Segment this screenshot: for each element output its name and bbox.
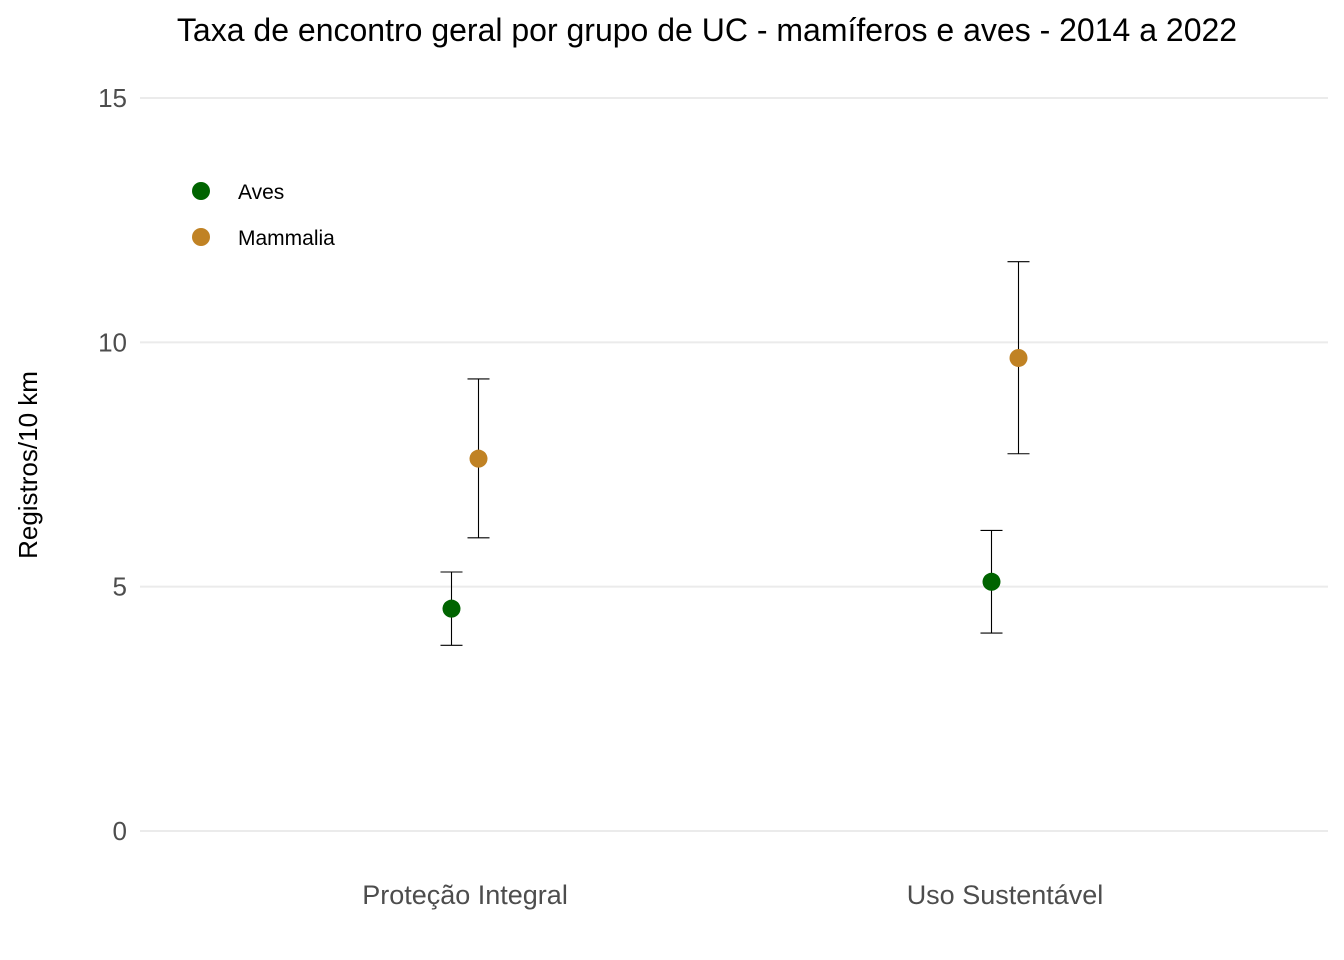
x-tick-labels: Proteção Integral Uso Sustentável (362, 880, 1103, 910)
chart-title: Taxa de encontro geral por grupo de UC -… (177, 12, 1237, 48)
legend-label: Aves (238, 181, 284, 204)
legend-label: Mammalia (238, 227, 335, 250)
y-tick-label: 10 (98, 327, 127, 357)
data-point (1009, 348, 1028, 367)
x-tick-label: Proteção Integral (362, 880, 568, 910)
y-tick-label: 5 (113, 572, 127, 602)
error-bars (440, 261, 1030, 646)
legend: Aves Mammalia (192, 181, 335, 250)
gridlines (140, 97, 1328, 832)
legend-key (192, 182, 210, 200)
y-tick-label: 15 (98, 83, 127, 113)
y-axis-label: Registros/10 km (13, 371, 43, 559)
data-point (469, 449, 488, 468)
y-tick-labels: 0 5 10 15 (98, 83, 127, 846)
data-point (442, 599, 461, 618)
data-point (982, 572, 1001, 591)
y-tick-label: 0 (113, 816, 127, 846)
legend-key (192, 228, 210, 246)
x-tick-label: Uso Sustentável (907, 880, 1104, 910)
data-points (442, 348, 1028, 618)
